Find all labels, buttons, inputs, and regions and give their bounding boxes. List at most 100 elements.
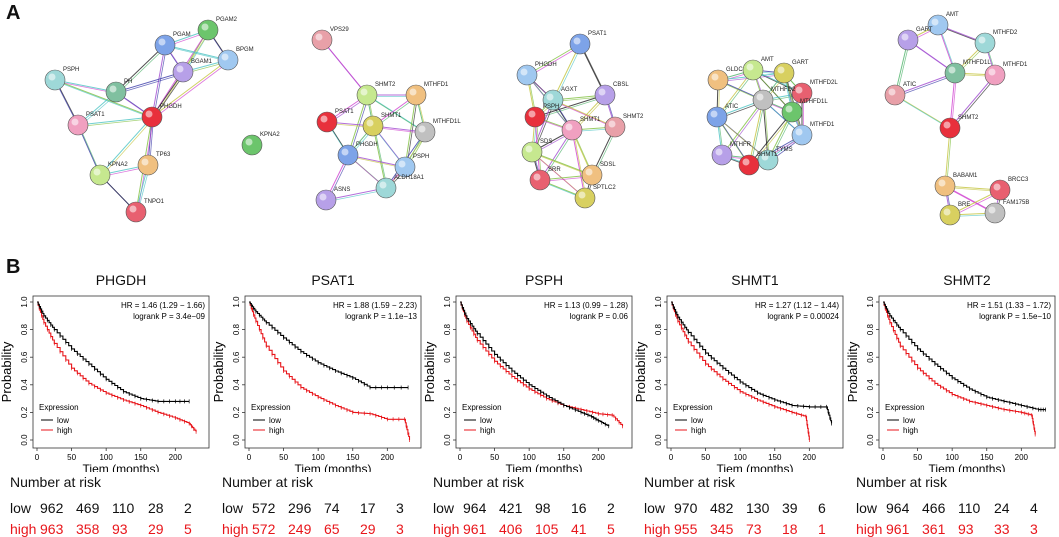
network-node-label: SHMT1 [757,152,778,158]
network-node: BABAM1 [934,173,978,197]
network-node-label: KPNA2 [108,162,128,168]
network-edge [153,61,230,119]
network-node: PSAT1 [316,109,354,133]
risk-value: 6 [818,500,826,516]
y-tick-label: 0.2 [232,406,241,418]
km-curve-low [249,301,409,389]
network-node: MTHFD2 [752,87,796,111]
risk-value: 961 [886,521,910,537]
network-panel: PGAM2 PGAM BPGM BGAM1 PSPH PH PSAT1 PHGDH KPNA2 T… [44,12,1029,226]
network-node-label: SHMT2 [623,114,644,120]
panel-letter-a: A [6,2,21,24]
risk-value: 3 [396,500,404,516]
risk-value: 1 [818,521,826,537]
plot-frame [244,295,422,449]
y-tick-label: 0.4 [232,379,241,391]
network-node: PGAM2 [197,17,238,41]
x-tick-label: 50 [913,453,922,462]
y-tick-label: 0.2 [866,406,875,418]
risk-value: 98 [535,500,551,516]
risk-value: 962 [40,500,64,516]
y-axis-label: Probability [846,341,860,402]
network-node: MTHFD1 [405,82,449,106]
network-node: GART [773,60,809,84]
network-node: SHMT1 [362,113,402,137]
network-edge [748,99,764,166]
network-node-label: PGAM2 [216,17,238,23]
risk-row-label-high: high [856,521,883,537]
risk-value: 29 [360,521,376,537]
y-tick-label: 0.0 [443,434,452,446]
network-edge [164,44,229,61]
risk-value: 964 [886,500,910,516]
x-tick-label: 0 [35,453,40,462]
km-curve-low [460,301,610,427]
network-edge [153,46,167,119]
risk-value: 345 [710,521,734,537]
network-node: PGAM [154,32,191,56]
risk-value: 296 [288,500,312,516]
km-title: SHMT1 [731,272,779,288]
network-node: BGAM1 [172,59,213,83]
risk-value: 361 [922,521,946,537]
network-edge [372,125,387,189]
network-node: ATIC [884,82,917,106]
network-node-label: MTHFD1L [433,119,461,125]
risk-value: 110 [958,500,981,516]
network-node: VPS29 [311,27,349,51]
x-tick-label: 200 [592,453,606,462]
risk-header: Number at risk [222,474,314,490]
y-tick-label: 1.0 [232,296,241,308]
legend-high: high [691,426,706,435]
network-edge [552,43,581,101]
x-tick-label: 200 [169,453,183,462]
legend-low: low [480,416,492,425]
network-edge [56,81,154,119]
network-node: TNPO1 [125,199,165,223]
network-node-label: MTHFD1 [424,82,449,88]
logrank-text: logrank P = 3.4e−09 [133,312,205,321]
risk-value: 2 [184,500,192,516]
network-edge [404,94,417,168]
km-title: SHMT2 [943,272,991,288]
network-node: BPGM [217,47,254,71]
network-edge [894,94,951,129]
plot-frame [455,295,633,449]
risk-value: 955 [674,521,698,537]
network-edge [531,151,593,176]
x-tick-label: 50 [490,453,499,462]
risk-row-label-high: high [433,521,460,537]
network-node-label: SHMT2 [375,82,396,88]
risk-value: 572 [252,500,276,516]
network-node: TYMS [757,147,793,171]
network-3: PSAT1 PHGDH CBSL AGXT PSPH SHMT1 SHMT2 SDS SDSL S… [516,31,644,209]
y-tick-label: 0.8 [654,323,663,335]
y-axis-label: Probability [423,341,437,402]
x-tick-label: 0 [247,453,252,462]
logrank-text: logrank P = 0.00024 [767,312,839,321]
risk-value: 24 [994,500,1010,516]
hazard-ratio-text: HR = 1.27 (1.12 − 1.44) [755,301,839,310]
y-tick-label: 0.4 [20,379,29,391]
km-chart: 0.0 0.2 0.4 0.6 0.8 1.0 Probability 0 50 100 150 20… [846,295,1056,472]
risk-value: 469 [76,500,100,516]
network-node: FAM175B [984,200,1029,224]
x-tick-label: 100 [945,453,959,462]
network-edge [552,99,616,128]
network-node: AMT [742,57,774,81]
network-node-label: SHMT2 [958,115,979,121]
network-edge [117,46,167,94]
km-curve-low [37,301,190,402]
network-node: PSAT1 [67,112,105,136]
network-node-label: PH [124,79,132,85]
risk-value: 961 [463,521,487,537]
network-node-label: PGAM [173,32,191,38]
network-node-label: SHMT1 [580,117,601,123]
network-node: AMT [927,12,959,36]
y-tick-label: 0.8 [20,323,29,335]
y-tick-label: 1.0 [654,296,663,308]
network-node: MTHFD1 [984,62,1028,86]
network-edge [366,94,426,133]
network-5: AMT GART MTHFD2 MTHFD1L MTHFD1 ATIC SHMT2 BABAM… [884,12,1029,226]
network-node-label: BGAM1 [191,59,213,65]
